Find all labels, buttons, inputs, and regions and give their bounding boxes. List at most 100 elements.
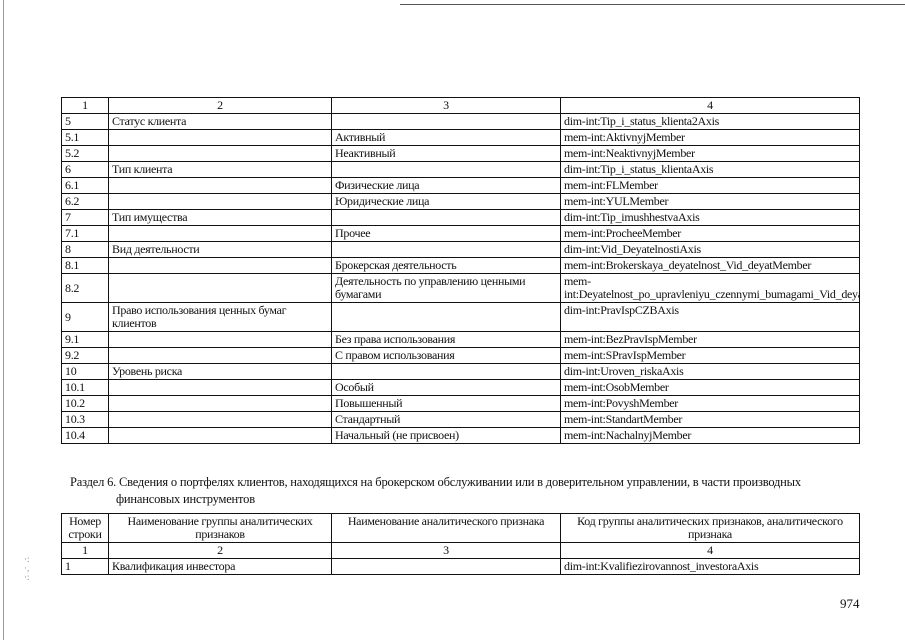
code: mem-int:StandartMember	[560, 411, 860, 428]
table-row: 10.4 Начальный (не присвоен) mem-int:Nacha…	[61, 427, 860, 444]
code: dim-int:Tip_imushhestvaAxis	[560, 209, 860, 226]
feature-name: Активный	[331, 129, 561, 146]
column-number: 1	[61, 542, 109, 559]
row-number: 8.2	[61, 273, 109, 303]
row-number: 10	[61, 363, 109, 380]
row-number: 6	[61, 161, 109, 178]
column-number: 2	[108, 97, 332, 114]
table-row: 10.2 Повышенный mem-int:PovyshMember	[61, 395, 860, 412]
group-name	[108, 129, 332, 146]
feature-name: Физические лица	[331, 177, 561, 194]
table-row: 8.1 Брокерская деятельность mem-int:Broker…	[61, 257, 860, 274]
row-number: 5	[61, 113, 109, 130]
group-name	[108, 347, 332, 364]
section-heading-line1: Раздел 6. Сведения о портфелях клиентов,…	[70, 475, 801, 489]
feature-name	[331, 363, 561, 380]
table-row: 9 Право использования ценных бумаг клиент…	[61, 302, 860, 332]
row-number: 9.1	[61, 331, 109, 348]
column-header: Номер строки	[61, 513, 109, 543]
feature-name: Особый	[331, 379, 561, 396]
table-row: 8.2 Деятельность по управлению ценными бу…	[61, 273, 860, 303]
code: mem-int:FLMember	[560, 177, 860, 194]
scan-edge	[3, 0, 4, 640]
row-number: 8.1	[61, 257, 109, 274]
column-header: Код группы аналитических признаков, анал…	[560, 513, 860, 543]
scan-artifact: ·: ·, ·:	[24, 554, 30, 582]
column-number: 2	[108, 542, 332, 559]
group-name	[108, 331, 332, 348]
group-name: Уровень риска	[108, 363, 332, 380]
row-number: 10.1	[61, 379, 109, 396]
code: dim-int:Vid_DeyatelnostiAxis	[560, 241, 860, 258]
column-number: 1	[61, 97, 109, 114]
group-name	[108, 193, 332, 210]
code: mem-int:NachalnyjMember	[560, 427, 860, 444]
feature-name	[331, 302, 561, 332]
row-number: 10.3	[61, 411, 109, 428]
group-name	[108, 145, 332, 162]
feature-name: Брокерская деятельность	[331, 257, 561, 274]
code: dim-int:Kvalifiezirovannost_investoraAxi…	[560, 558, 860, 575]
table-row: 6.2 Юридические лица mem-int:YULMember	[61, 193, 860, 210]
feature-name: Неактивный	[331, 145, 561, 162]
table-row: 6.1 Физические лица mem-int:FLMember	[61, 177, 860, 194]
group-name: Тип имущества	[108, 209, 332, 226]
column-number: 4	[560, 542, 860, 559]
group-name: Вид деятельности	[108, 241, 332, 258]
feature-name: Прочее	[331, 225, 561, 242]
table-row: 7.1 Прочее mem-int:ProcheeMember	[61, 225, 860, 242]
table-row: 10.3 Стандартный mem-int:StandartMember	[61, 411, 860, 428]
feature-name	[331, 209, 561, 226]
analytics-table-continued: 1 2 3 4 5 Статус клиента dim-int:Tip_i_status_…	[61, 97, 860, 444]
feature-name: Без права использования	[331, 331, 561, 348]
row-number: 6.1	[61, 177, 109, 194]
code: mem-int:NeaktivnyjMember	[560, 145, 860, 162]
feature-name: Стандартный	[331, 411, 561, 428]
column-number: 4	[560, 97, 860, 114]
code: mem-int:AktivnyjMember	[560, 129, 860, 146]
feature-name	[331, 161, 561, 178]
feature-name	[331, 558, 561, 575]
table-row: 10 Уровень риска dim-int:Uroven_riskaAxis	[61, 363, 860, 380]
feature-name: Начальный (не присвоен)	[331, 427, 561, 444]
row-number: 7	[61, 209, 109, 226]
table-row: 1 Квалификация инвестора dim-int:Kvalifiez…	[61, 558, 860, 575]
column-number: 3	[331, 97, 561, 114]
table-row: 10.1 Особый mem-int:OsobMember	[61, 379, 860, 396]
row-number: 9.2	[61, 347, 109, 364]
table-row: 9.2 С правом использования mem-int:SPravIs…	[61, 347, 860, 364]
table-row: 5 Статус клиента dim-int:Tip_i_status_klie…	[61, 113, 860, 130]
code: mem-int:YULMember	[560, 193, 860, 210]
header-row: Номер строки Наименование группы аналитич…	[61, 513, 860, 543]
column-header: Наименование группы аналитических призна…	[108, 513, 332, 543]
table-row: 5.2 Неактивный mem-int:NeaktivnyjMember	[61, 145, 860, 162]
code: dim-int:Tip_i_status_klienta2Axis	[560, 113, 860, 130]
code: mem-int:Brokerskaya_deyatelnost_Vid_deya…	[560, 257, 860, 274]
row-number: 6.2	[61, 193, 109, 210]
code: mem-int:Deyatelnost_po_upravleniyu_czenn…	[560, 273, 860, 303]
group-name	[108, 379, 332, 396]
table-row: 5.1 Активный mem-int:AktivnyjMember	[61, 129, 860, 146]
group-name: Квалификация инвестора	[108, 558, 332, 575]
section-6-table: Номер строки Наименование группы аналитич…	[61, 513, 860, 575]
code: mem-int:ProcheeMember	[560, 225, 860, 242]
group-name: Статус клиента	[108, 113, 332, 130]
page-number: 974	[840, 596, 860, 611]
section-heading-line2: финансовых инструментов	[116, 492, 255, 506]
group-name: Право использования ценных бумаг клиенто…	[108, 302, 332, 332]
feature-name: С правом использования	[331, 347, 561, 364]
row-number: 10.2	[61, 395, 109, 412]
feature-name: Повышенный	[331, 395, 561, 412]
table-row: 8 Вид деятельности dim-int:Vid_Deyatelnost…	[61, 241, 860, 258]
table-row: 6 Тип клиента dim-int:Tip_i_status_klienta…	[61, 161, 860, 178]
table-row: 7 Тип имущества dim-int:Tip_imushhestvaAxi…	[61, 209, 860, 226]
row-number: 8	[61, 241, 109, 258]
row-number: 1	[61, 558, 109, 575]
row-number: 5.2	[61, 145, 109, 162]
row-number: 7.1	[61, 225, 109, 242]
code: mem-int:PovyshMember	[560, 395, 860, 412]
column-header: Наименование аналитического признака	[331, 513, 561, 543]
section-6-heading: Раздел 6. Сведения о портфелях клиентов,…	[70, 474, 860, 508]
